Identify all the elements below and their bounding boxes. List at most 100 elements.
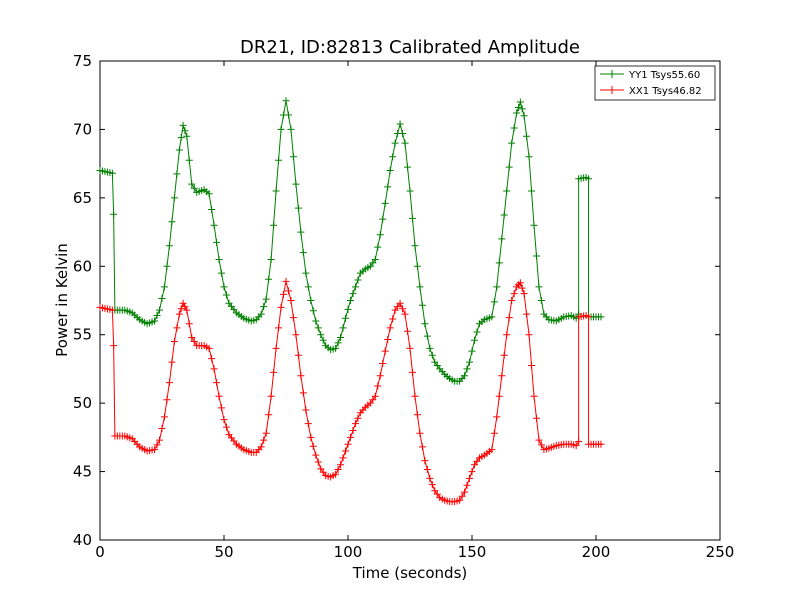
- data-point: [153, 312, 161, 320]
- data-point: [307, 433, 315, 441]
- data-point: [215, 392, 223, 400]
- data-point: [597, 313, 605, 321]
- data-point: [516, 279, 524, 287]
- data-point: [488, 313, 496, 321]
- data-point: [384, 183, 392, 191]
- data-point: [168, 358, 176, 366]
- data-point: [108, 169, 116, 177]
- data-point: [399, 305, 407, 313]
- data-point: [299, 389, 307, 397]
- data-point: [500, 351, 508, 359]
- data-point: [168, 218, 176, 226]
- data-point: [284, 111, 292, 119]
- data-point: [498, 235, 506, 243]
- data-point: [165, 379, 173, 387]
- data-point: [505, 314, 513, 322]
- data-point: [371, 392, 379, 400]
- data-point: [530, 221, 538, 229]
- x-tick-label: 200: [582, 543, 611, 561]
- data-point: [218, 404, 226, 412]
- data-point: [260, 436, 268, 444]
- data-point: [463, 481, 471, 489]
- data-point: [275, 156, 283, 164]
- data-point: [314, 458, 322, 466]
- axes-frame: [99, 60, 721, 541]
- data-point: [530, 392, 538, 400]
- data-point: [188, 180, 196, 188]
- data-point: [287, 125, 295, 133]
- data-point: [525, 331, 533, 339]
- data-point: [175, 146, 183, 154]
- data-point: [170, 338, 178, 346]
- data-point: [413, 411, 421, 419]
- y-tick-label: 75: [73, 52, 92, 70]
- data-point: [160, 413, 168, 421]
- data-point: [294, 351, 302, 359]
- data-point: [510, 124, 518, 132]
- data-point: [208, 355, 216, 363]
- data-point: [379, 215, 387, 223]
- data-point: [158, 294, 166, 302]
- data-point: [379, 359, 387, 367]
- x-tick-label: 100: [334, 543, 363, 561]
- data-point: [389, 315, 397, 323]
- y-axis-label: Power in Kelvin: [53, 243, 71, 357]
- data-point: [411, 242, 419, 250]
- data-point: [312, 317, 320, 325]
- data-point: [213, 379, 221, 387]
- data-point: [381, 199, 389, 207]
- data-point: [156, 436, 164, 444]
- legend-label-yy1: YY1 Tsys55.60: [628, 70, 700, 81]
- data-point: [458, 492, 466, 500]
- data-point: [354, 414, 362, 422]
- data-point: [396, 299, 404, 307]
- data-point: [401, 139, 409, 147]
- data-point: [160, 283, 168, 291]
- data-point: [280, 290, 288, 298]
- series-1: [96, 277, 605, 506]
- data-point: [158, 424, 166, 432]
- x-axis-label: Time (seconds): [352, 564, 468, 582]
- data-point: [302, 269, 310, 277]
- data-point: [190, 184, 198, 192]
- data-point: [292, 180, 300, 188]
- data-point: [500, 211, 508, 219]
- y-tick-label: 40: [73, 531, 92, 549]
- data-point: [342, 314, 350, 322]
- series-line: [99, 100, 601, 382]
- data-point: [272, 187, 280, 195]
- data-point: [339, 324, 347, 332]
- data-point: [151, 317, 159, 325]
- x-tick-label: 250: [706, 543, 735, 561]
- data-point: [289, 314, 297, 322]
- data-point: [426, 344, 434, 352]
- data-point: [183, 132, 191, 140]
- data-point: [461, 488, 469, 496]
- data-point: [218, 269, 226, 277]
- data-point: [505, 163, 513, 171]
- data-point: [488, 446, 496, 454]
- x-tick-label: 150: [458, 543, 487, 561]
- legend-marker-xx1: [608, 86, 616, 94]
- data-point: [257, 310, 265, 318]
- y-tick-label: 45: [73, 463, 92, 481]
- data-point: [518, 105, 526, 113]
- data-point: [418, 443, 426, 451]
- data-point: [262, 429, 270, 437]
- data-point: [272, 344, 280, 352]
- data-point: [267, 255, 275, 263]
- data-point: [153, 441, 161, 449]
- data-point: [222, 291, 230, 299]
- data-point: [386, 324, 394, 332]
- data-point: [516, 98, 524, 106]
- data-point: [406, 187, 414, 195]
- series-line: [99, 281, 601, 503]
- x-tick-label: 0: [95, 543, 105, 561]
- data-point: [302, 406, 310, 414]
- data-point: [473, 328, 481, 336]
- data-point: [190, 338, 198, 346]
- data-point: [523, 132, 531, 140]
- data-point: [282, 277, 290, 285]
- data-point: [411, 392, 419, 400]
